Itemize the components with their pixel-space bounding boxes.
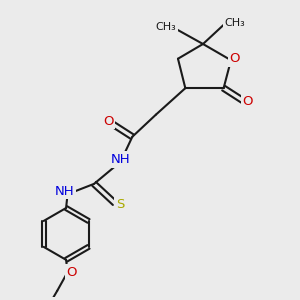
Text: O: O <box>242 95 253 108</box>
Text: O: O <box>229 52 240 65</box>
Text: S: S <box>116 198 124 211</box>
Text: CH₃: CH₃ <box>156 22 177 32</box>
Text: O: O <box>103 115 113 128</box>
Text: CH₃: CH₃ <box>224 17 245 28</box>
Text: NH: NH <box>55 185 74 198</box>
Text: NH: NH <box>111 153 130 166</box>
Text: O: O <box>67 266 77 279</box>
